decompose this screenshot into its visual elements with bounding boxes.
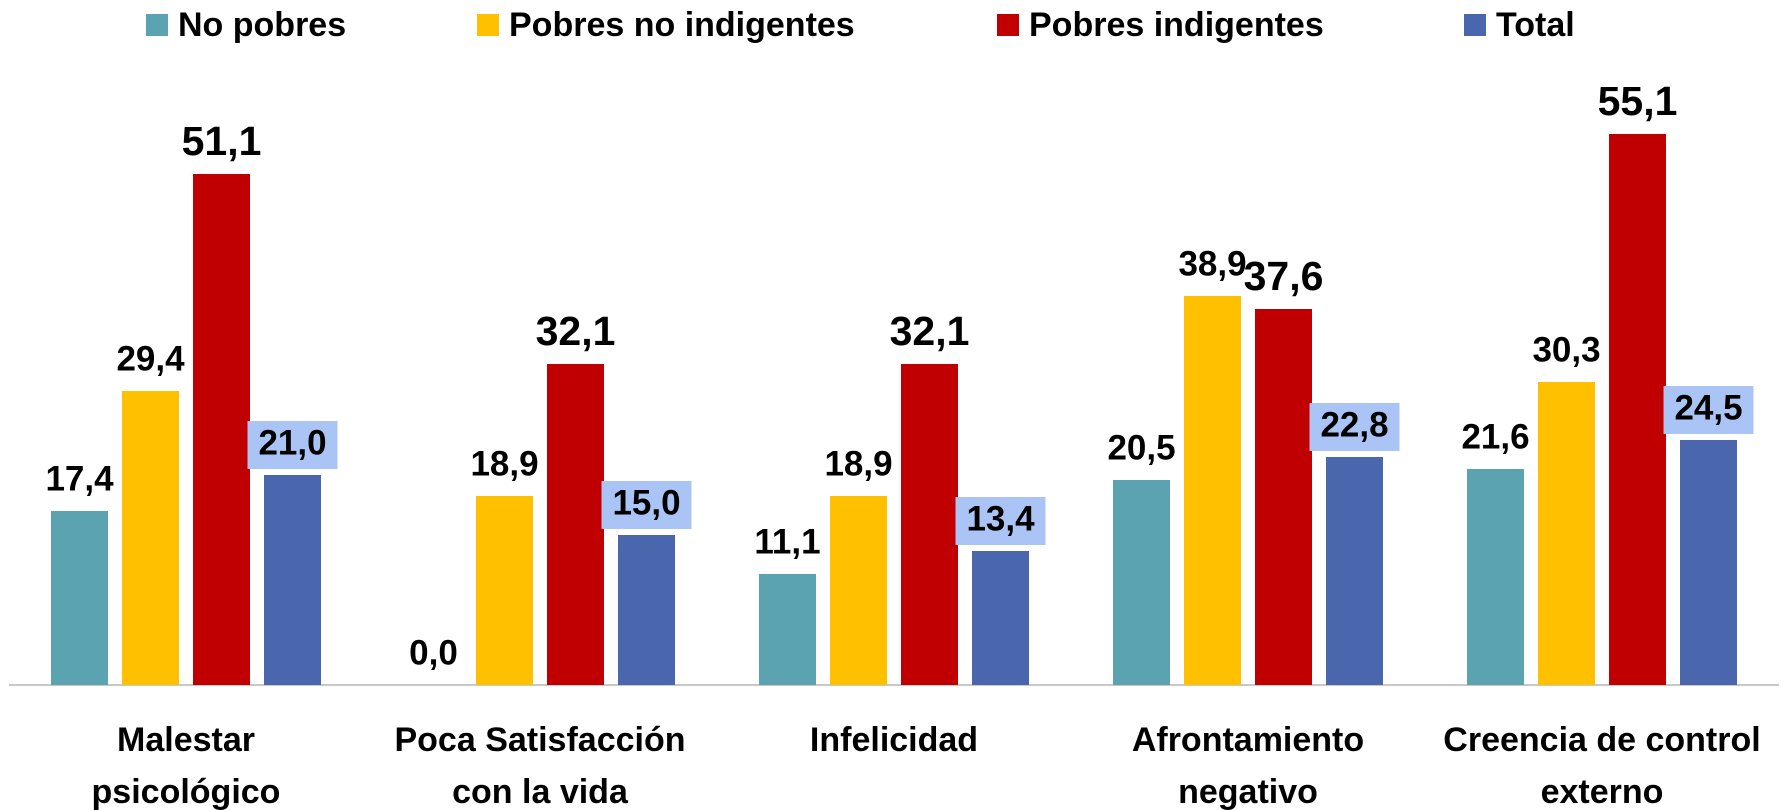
value-label: 38,9 [1178, 244, 1246, 283]
bar [1255, 309, 1312, 685]
bar [547, 364, 604, 685]
x-tick-label: Malestar [117, 721, 255, 759]
value-label: 18,9 [470, 444, 538, 483]
value-label-box [247, 421, 338, 469]
value-label-box [955, 497, 1046, 545]
x-tick-label: con la vida [452, 773, 629, 810]
legend-swatch [146, 14, 168, 36]
value-label: 20,5 [1107, 428, 1175, 467]
value-label: 51,1 [182, 118, 262, 164]
legend-label: Total [1496, 6, 1575, 44]
bar [1680, 440, 1737, 685]
value-label: 22,8 [1320, 405, 1388, 444]
value-label: 32,1 [890, 308, 970, 354]
bar [476, 496, 533, 685]
value-label-box [601, 481, 692, 529]
legend-swatch [997, 14, 1019, 36]
bar [830, 496, 887, 685]
value-label: 30,3 [1532, 330, 1600, 369]
bar [122, 391, 179, 685]
x-tick-label: externo [1541, 773, 1664, 810]
x-tick-label: psicológico [92, 773, 281, 810]
value-label: 29,4 [116, 339, 185, 378]
bar [1113, 480, 1170, 685]
value-label: 17,4 [45, 459, 114, 498]
value-label: 11,1 [754, 522, 820, 561]
x-tick-label: Afrontamiento [1132, 721, 1364, 759]
value-label-box [1663, 386, 1754, 434]
value-label-box [1309, 403, 1400, 451]
bar [1609, 134, 1666, 685]
x-tick-label: Poca Satisfacción [394, 721, 685, 759]
value-label: 0,0 [409, 633, 458, 672]
bar [264, 475, 321, 685]
bar [901, 364, 958, 685]
value-label: 55,1 [1598, 78, 1678, 124]
value-label: 24,5 [1674, 388, 1742, 427]
value-label: 32,1 [536, 308, 616, 354]
value-label: 13,4 [966, 499, 1035, 538]
legend-swatch [1464, 14, 1486, 36]
bar [618, 535, 675, 685]
legend-label: Pobres no indigentes [509, 6, 855, 44]
x-tick-label: Creencia de control [1443, 721, 1760, 759]
bar [193, 174, 250, 685]
bar [1538, 382, 1595, 685]
value-label: 18,9 [824, 444, 892, 483]
value-label: 21,6 [1461, 417, 1529, 456]
value-label: 15,0 [612, 483, 680, 522]
legend-label: Pobres indigentes [1029, 6, 1324, 44]
bar [51, 511, 108, 685]
bar [759, 574, 816, 685]
x-tick-label: negativo [1178, 773, 1318, 810]
bar [1326, 457, 1383, 685]
value-label: 37,6 [1244, 253, 1324, 299]
x-tick-label: Infelicidad [810, 721, 978, 759]
bar [1467, 469, 1524, 685]
legend-swatch [477, 14, 499, 36]
value-label: 21,0 [258, 423, 326, 462]
bar [972, 551, 1029, 685]
legend-label: No pobres [178, 6, 346, 44]
bar [1184, 296, 1241, 685]
